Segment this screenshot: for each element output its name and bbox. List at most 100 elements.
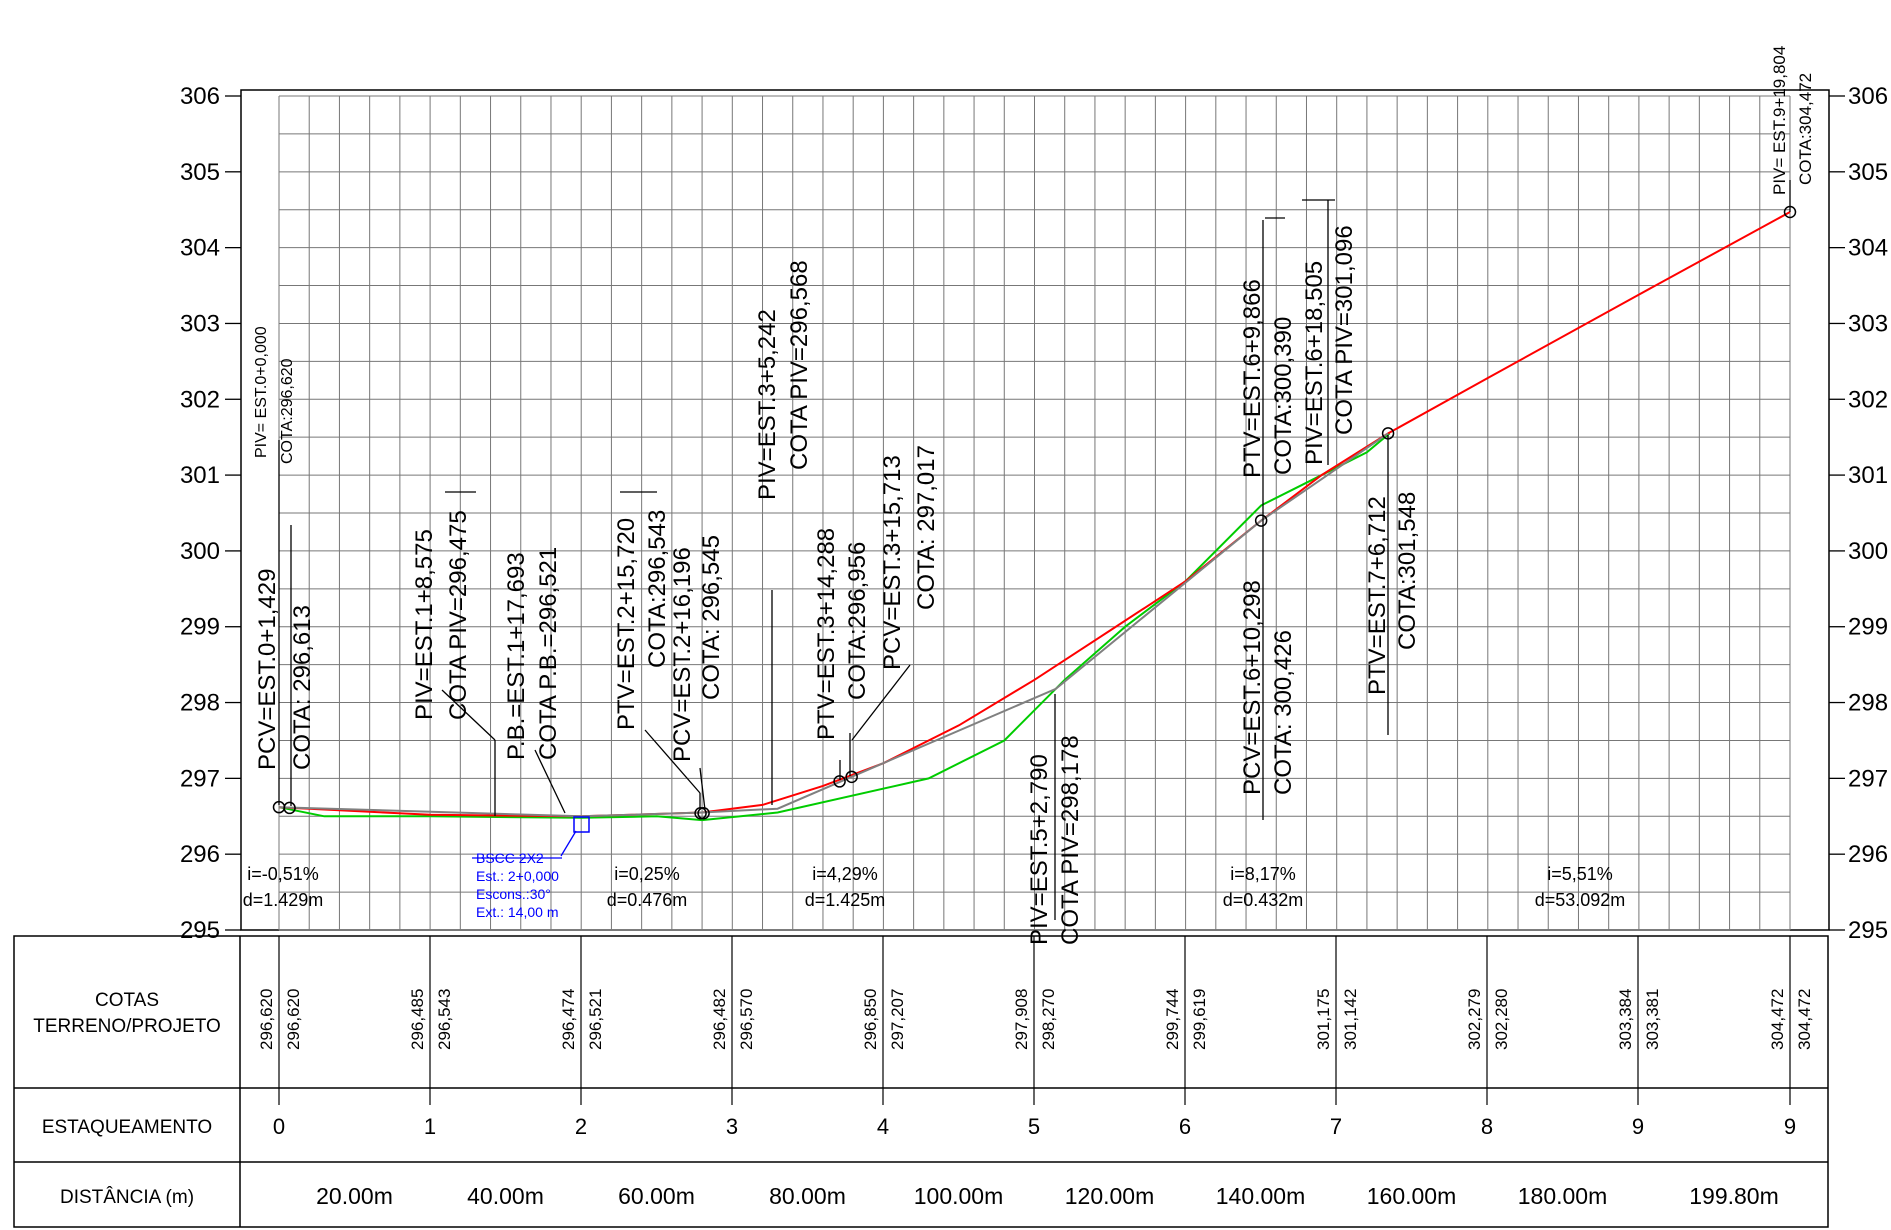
distance-value: 60.00m: [618, 1183, 695, 1209]
vertex-marker: [283, 801, 296, 815]
annotation-elevation: COTA: 296,545: [698, 535, 725, 700]
profile-table: COTAS TERRENO/PROJETO ESTAQUEAMENTO DIST…: [13, 935, 1829, 1228]
vertical-curve-annotations: PIV= EST.0+0,000 COTA:296,620 PCV=EST.0+1,…: [253, 46, 1815, 945]
y-tick-label-left: 298: [180, 690, 220, 717]
grade-labels: i=-0,51% d=1.429m i=0,25% d=0.476m i=4,29% d=…: [243, 864, 1626, 910]
annotation-station: P.B.=EST.1+17,693: [503, 552, 530, 760]
cota-projeto: 297,207: [888, 989, 907, 1050]
cota-terreno: 296,474: [559, 989, 578, 1050]
cota-projeto: 302,280: [1492, 989, 1511, 1050]
distance-label: d=1.425m: [805, 890, 886, 910]
annotation-elevation: COTA:296,956: [844, 542, 871, 700]
culvert-label-1: BSCC 2X2: [476, 850, 544, 866]
annotation-elevation: COTA: 297,017: [913, 445, 940, 610]
y-tick-label-right: 302: [1848, 386, 1888, 413]
cota-projeto: 301,142: [1341, 989, 1360, 1050]
annotation-station: PCV=EST.6+10,298: [1239, 580, 1266, 795]
y-tick-label-right: 296: [1848, 841, 1888, 868]
vertex-markers: [272, 205, 1797, 820]
y-tick-label-left: 296: [180, 841, 220, 868]
annotation-leaders: [278, 180, 1791, 920]
annotation-station: PTV=EST.7+6,712: [1364, 496, 1391, 695]
station-number: 1: [424, 1114, 436, 1139]
y-tick-label-right: 303: [1848, 310, 1888, 337]
station-number: 2: [575, 1114, 587, 1139]
y-tick-label-left: 299: [180, 614, 220, 641]
y-tick-label-right: 299: [1848, 614, 1888, 641]
profile-line-terreno: [278, 432, 1391, 822]
distance-value: 100.00m: [914, 1183, 1004, 1209]
distance-label: d=1.429m: [243, 890, 324, 910]
grade-label: i=0,25%: [614, 864, 680, 884]
cota-terreno: 299,744: [1163, 989, 1182, 1050]
station-number: 3: [726, 1114, 738, 1139]
distance-label: d=53.092m: [1535, 890, 1626, 910]
vertex-marker: [1254, 514, 1268, 527]
grade-label: i=-0,51%: [247, 864, 319, 884]
y-tick-label-right: 298: [1848, 690, 1888, 717]
cota-terreno: 301,175: [1314, 989, 1333, 1050]
station-number: 5: [1028, 1114, 1040, 1139]
cota-projeto: 296,570: [737, 989, 756, 1050]
cota-terreno: 297,908: [1012, 989, 1031, 1050]
annotation-elevation: COTA:296,543: [644, 510, 671, 668]
y-axis-right: 306 305 304 303 302 301 300 299 298 297 296 295: [1829, 83, 1888, 944]
culvert-label-2: Est.: 2+0,000: [476, 868, 559, 884]
annotation-station: PIV=EST.3+5,242: [754, 309, 781, 500]
cota-terreno: 304,472: [1768, 989, 1787, 1050]
y-tick-label-right: 306: [1848, 83, 1888, 110]
annotation-station: PCV=EST.2+16,196: [669, 547, 696, 762]
annotation-elevation: COTA:300,390: [1270, 317, 1297, 475]
culvert-label-3: Escons.:30°: [476, 886, 551, 902]
distance-value: 140.00m: [1216, 1183, 1306, 1209]
y-tick-label-left: 301: [180, 462, 220, 489]
cota-projeto: 304,472: [1795, 989, 1814, 1050]
annotation-elevation: COTA:304,472: [1796, 73, 1815, 185]
y-tick-label-right: 297: [1848, 765, 1888, 792]
cota-projeto: 299,619: [1190, 989, 1209, 1050]
annotation-station: PIV=EST.5+2,790: [1026, 754, 1053, 945]
cota-terreno: 296,850: [861, 989, 880, 1050]
y-tick-label-left: 304: [180, 235, 220, 262]
annotation-elevation: COTA PIV=301,096: [1331, 225, 1358, 435]
station-number: 4: [877, 1114, 889, 1139]
annotation-elevation: COTA P.B.=296,521: [535, 547, 562, 760]
y-tick-label-right: 301: [1848, 462, 1888, 489]
distance-value: 120.00m: [1065, 1183, 1155, 1209]
grade-label: i=4,29%: [812, 864, 878, 884]
annotation-elevation: COTA:301,548: [1394, 492, 1421, 650]
grade-label: i=5,51%: [1547, 864, 1613, 884]
cota-projeto: 296,620: [284, 989, 303, 1050]
grade-label: i=8,17%: [1230, 864, 1296, 884]
cota-projeto: 303,381: [1643, 989, 1662, 1050]
annotation-station: PTV=EST.2+15,720: [613, 518, 640, 730]
row-label-distancia: DISTÂNCIA (m): [60, 1186, 194, 1208]
cota-terreno: 302,279: [1465, 989, 1484, 1050]
cota-projeto: 298,270: [1039, 989, 1058, 1050]
y-tick-label-left: 295: [180, 917, 220, 944]
y-tick-label-right: 304: [1848, 235, 1888, 262]
cota-projeto: 296,521: [586, 989, 605, 1050]
annotation-station: PTV=EST.6+9,866: [1239, 279, 1266, 478]
cota-terreno: 296,482: [710, 989, 729, 1050]
distance-value: 20.00m: [316, 1183, 393, 1209]
annotation-station: PIV= EST.9+19,804: [1770, 46, 1789, 195]
cota-terreno: 296,620: [257, 989, 276, 1050]
annotation-elevation: COTA PIV=298,178: [1057, 735, 1084, 945]
y-tick-label-left: 302: [180, 386, 220, 413]
row-label-estaqueamento: ESTAQUEAMENTO: [42, 1117, 212, 1138]
annotation-station: PTV=EST.3+14,288: [813, 528, 840, 740]
culvert-label-4: Ext.: 14,00 m: [476, 904, 558, 920]
distance-label: d=0.476m: [607, 890, 688, 910]
vertex-marker: [845, 770, 858, 784]
annotation-station: PCV=EST.3+15,713: [879, 455, 906, 670]
culvert-marker: BSCC 2X2 Est.: 2+0,000 Escons.:30° Ext.:…: [472, 816, 590, 920]
annotation-elevation: COTA:296,620: [279, 358, 296, 464]
annotation-station: PIV= EST.0+0,000: [253, 326, 270, 458]
y-tick-label-left: 305: [180, 159, 220, 186]
station-number: 8: [1481, 1114, 1493, 1139]
y-tick-label-left: 306: [180, 83, 220, 110]
y-axis-left: 306 305 304 303 302 301 300 299 298 297 296 295: [180, 83, 241, 944]
y-tick-label-left: 303: [180, 310, 220, 337]
